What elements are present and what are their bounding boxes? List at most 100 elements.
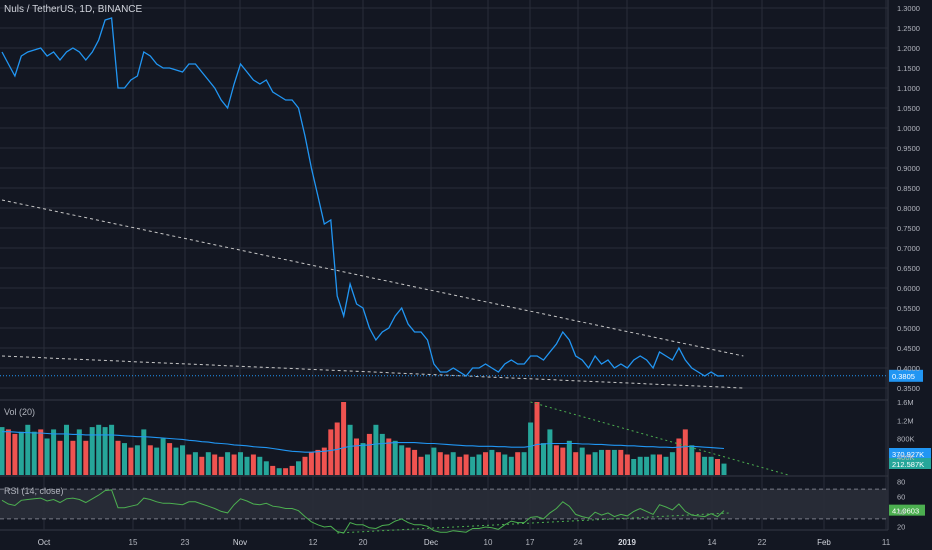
volume-bar — [637, 456, 643, 476]
volume-bar — [321, 447, 327, 475]
rsi-pane-label: RSI (14, close) — [4, 486, 64, 496]
volume-bar — [392, 440, 398, 475]
volume-bar — [715, 459, 720, 475]
price-tick-label: 0.5000 — [897, 324, 920, 333]
volume-bar — [721, 463, 727, 475]
x-tick-label: Nov — [233, 538, 247, 547]
volume-bar — [611, 449, 617, 475]
volume-bar — [599, 449, 604, 475]
volume-bar — [302, 456, 308, 476]
volume-bar — [44, 438, 50, 475]
volume-bar — [18, 431, 24, 475]
volume-bar — [0, 427, 5, 475]
volume-bar — [431, 447, 437, 475]
volume-bar — [57, 440, 63, 475]
x-tick-label: 23 — [181, 538, 190, 547]
price-pane: 0.3805 — [0, 17, 923, 389]
volume-bar — [134, 445, 140, 475]
volume-bar — [5, 429, 11, 475]
price-tick-label: 1.2000 — [897, 44, 920, 53]
rsi-tick-label: 80 — [897, 478, 905, 487]
volume-bar — [495, 452, 501, 475]
x-tick-label: 14 — [708, 538, 717, 547]
price-tick-label: 0.8500 — [897, 184, 920, 193]
volume-bar — [186, 454, 192, 475]
rsi-readout-label: 41.0603 — [892, 507, 919, 516]
volume-bar — [76, 429, 82, 475]
volume-bar — [618, 449, 624, 475]
price-tick-label: 0.9500 — [897, 144, 920, 153]
volume-bar — [341, 402, 347, 475]
volume-bar — [173, 447, 179, 475]
volume-bar — [289, 465, 295, 475]
volume-bar — [399, 445, 405, 475]
rsi-tick-label: 40 — [897, 507, 905, 516]
price-trendline — [1, 199, 744, 357]
volume-bar — [425, 454, 430, 475]
volume-bar — [141, 429, 147, 475]
volume-bar — [122, 443, 127, 475]
volume-bar — [695, 452, 701, 475]
rsi-trendline — [337, 512, 731, 534]
volume-bar — [167, 443, 173, 475]
volume-bar — [624, 454, 630, 475]
price-tick-label: 0.5500 — [897, 304, 920, 313]
volume-bar — [450, 452, 456, 475]
volume-bar — [147, 445, 153, 475]
last-price-badge — [889, 369, 923, 382]
volume-bar — [489, 449, 495, 475]
x-tick-label: 15 — [129, 538, 138, 547]
volume-bar — [463, 454, 469, 475]
volume-bar — [25, 424, 31, 475]
volume-bar — [631, 459, 637, 475]
axes: Oct 15 23 Nov 12 20 Dec 10 17 24 2019 14 22 Feb 11 1.30… — [38, 4, 920, 547]
volume-ma-line — [2, 431, 725, 453]
volume-bar — [354, 438, 359, 475]
price-trendline — [1, 355, 744, 389]
volume-bar — [437, 452, 443, 475]
volume-bar — [373, 424, 379, 475]
volume-bar — [560, 447, 566, 475]
volume-bar — [476, 454, 482, 475]
volume-bar — [547, 429, 553, 475]
rsi-pane: 41.0603 — [0, 488, 925, 534]
volume-bar — [541, 443, 546, 475]
last-price-label: 0.3805 — [892, 372, 915, 381]
volume-bar — [650, 454, 656, 475]
volume-bar — [270, 465, 276, 475]
volume-bar — [283, 468, 289, 475]
volume-bar — [115, 440, 121, 475]
volume-bar — [592, 452, 598, 475]
price-tick-label: 0.9000 — [897, 164, 920, 173]
volume-readout-badge — [889, 458, 931, 469]
volume-bar — [502, 454, 508, 475]
volume-bar — [521, 452, 527, 475]
price-tick-label: 0.4500 — [897, 344, 920, 353]
volume-bar — [83, 440, 89, 475]
x-tick-label: 11 — [882, 538, 891, 547]
price-tick-label: 1.1500 — [897, 64, 920, 73]
volume-bar — [315, 449, 321, 475]
x-tick-label: 10 — [484, 538, 493, 547]
price-line — [1, 17, 725, 377]
volume-bar — [12, 433, 18, 475]
volume-bar — [586, 454, 592, 475]
volume-bar — [379, 433, 385, 475]
volume-bar — [669, 452, 675, 475]
volume-bar — [663, 456, 669, 476]
x-tick-label: Dec — [424, 538, 438, 547]
volume-bar — [418, 456, 424, 476]
volume-bar — [128, 447, 134, 475]
volume-bar — [250, 454, 256, 475]
x-tick-label: 12 — [309, 538, 318, 547]
volume-bar — [644, 456, 650, 476]
price-tick-label: 0.6000 — [897, 284, 920, 293]
volume-tick-label: 1.6M — [897, 398, 914, 407]
volume-bar — [515, 452, 521, 475]
price-tick-label: 0.7000 — [897, 244, 920, 253]
volume-bar — [160, 438, 166, 475]
volume-tick-label: 800K — [897, 435, 915, 444]
volume-bar — [308, 452, 314, 475]
